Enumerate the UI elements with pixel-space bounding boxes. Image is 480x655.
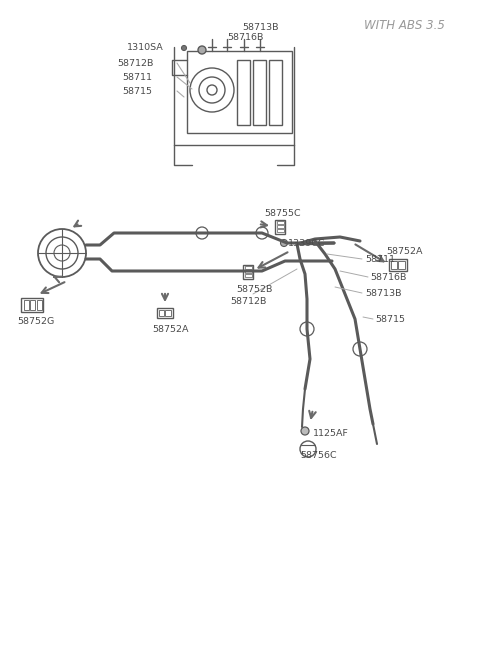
Bar xyxy=(237,60,250,125)
Bar xyxy=(21,298,43,312)
Bar xyxy=(276,221,284,224)
Bar xyxy=(269,60,282,125)
Bar xyxy=(159,310,164,316)
Bar xyxy=(276,225,284,228)
Text: WITH ABS 3.5: WITH ABS 3.5 xyxy=(364,19,445,32)
Bar xyxy=(244,267,252,269)
Bar xyxy=(398,261,405,269)
Bar xyxy=(36,300,41,310)
Text: 1310SA: 1310SA xyxy=(127,43,164,52)
Bar xyxy=(391,261,397,269)
Circle shape xyxy=(198,46,206,54)
Bar xyxy=(24,300,28,310)
Bar xyxy=(276,229,284,231)
Bar xyxy=(244,274,252,276)
Text: 1125AF: 1125AF xyxy=(313,428,349,438)
Text: 1339CC: 1339CC xyxy=(288,238,325,248)
Text: 58713B: 58713B xyxy=(365,288,401,297)
Text: 58752B: 58752B xyxy=(236,286,272,295)
Text: 58713B: 58713B xyxy=(242,22,278,31)
Text: 58712B: 58712B xyxy=(230,297,266,307)
Bar xyxy=(244,271,252,272)
Text: 58712B: 58712B xyxy=(117,58,154,67)
Text: 58756C: 58756C xyxy=(300,451,336,460)
Circle shape xyxy=(301,427,309,435)
Text: 58752A: 58752A xyxy=(386,246,422,255)
Text: 58755C: 58755C xyxy=(264,208,300,217)
Circle shape xyxy=(181,45,187,50)
Text: 58715: 58715 xyxy=(375,314,405,324)
Bar xyxy=(389,259,407,271)
Bar xyxy=(187,51,292,133)
Text: 58711: 58711 xyxy=(122,73,152,81)
Text: 58752A: 58752A xyxy=(152,324,189,333)
Text: 58752G: 58752G xyxy=(17,316,54,326)
Bar xyxy=(166,310,171,316)
Bar xyxy=(157,308,173,318)
Circle shape xyxy=(280,240,288,246)
Bar xyxy=(275,220,285,234)
Text: 58716B: 58716B xyxy=(370,272,407,282)
Text: 58716B: 58716B xyxy=(227,33,264,41)
Text: 58711: 58711 xyxy=(365,255,395,263)
Bar xyxy=(243,265,253,279)
Bar xyxy=(30,300,35,310)
Text: 58715: 58715 xyxy=(122,86,152,96)
Bar xyxy=(253,60,266,125)
